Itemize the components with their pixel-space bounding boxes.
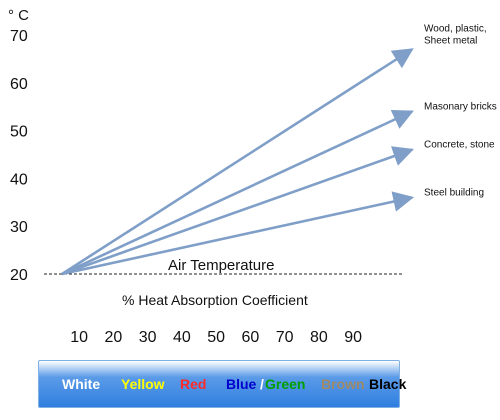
y-tick-label: 20 [10, 267, 28, 284]
y-axis-ticks: 20 30 40 50 60 70 [10, 28, 28, 284]
y-tick-label: 50 [10, 124, 28, 141]
series-line [61, 191, 415, 276]
color-scale-label: Red [180, 376, 207, 392]
x-tick-label: 20 [104, 329, 122, 346]
y-tick-label: 70 [10, 28, 28, 45]
series-label: Concrete, stone [424, 140, 495, 151]
air-temperature-label: Air Temperature [168, 257, 274, 274]
series-group: Wood, plastic, Sheet metal Masonary bricks… [61, 23, 497, 276]
color-scale-label: White [62, 376, 101, 392]
series-label: Steel building [424, 188, 484, 199]
y-tick-label: 40 [10, 171, 28, 188]
x-tick-label: 70 [276, 329, 294, 346]
x-tick-label: 30 [139, 329, 157, 346]
color-scale-label: Black [369, 376, 407, 392]
series-line [61, 146, 414, 276]
x-axis-label: % Heat Absorption Coefficient [122, 292, 308, 308]
series-line [61, 48, 414, 276]
color-scale-label: / [260, 376, 264, 392]
x-axis-ticks: 10 20 30 40 50 60 70 80 90 [70, 329, 362, 346]
color-scale-label: Brown [321, 376, 365, 392]
color-scale-label: Green [265, 376, 306, 392]
x-tick-label: 40 [173, 329, 191, 346]
x-tick-label: 10 [70, 329, 88, 346]
series-line [61, 109, 414, 276]
x-tick-label: 50 [207, 329, 225, 346]
x-tick-label: 80 [310, 329, 328, 346]
series-label: Wood, plastic, Sheet metal [424, 23, 487, 46]
color-scale-bar: White Yellow Red Blue / Green Brown Black [38, 360, 406, 408]
y-tick-label: 30 [10, 219, 28, 236]
color-scale-label: Blue [226, 376, 257, 392]
y-axis-unit: ° C [8, 7, 29, 24]
color-scale-label: Yellow [121, 376, 165, 392]
x-tick-label: 90 [344, 329, 362, 346]
x-tick-label: 60 [241, 329, 259, 346]
series-label: Masonary bricks [424, 101, 497, 112]
chart: ° C 20 30 40 50 60 70 10 20 30 40 50 60 70 80 90 Air … [8, 7, 497, 346]
y-tick-label: 60 [10, 76, 28, 93]
